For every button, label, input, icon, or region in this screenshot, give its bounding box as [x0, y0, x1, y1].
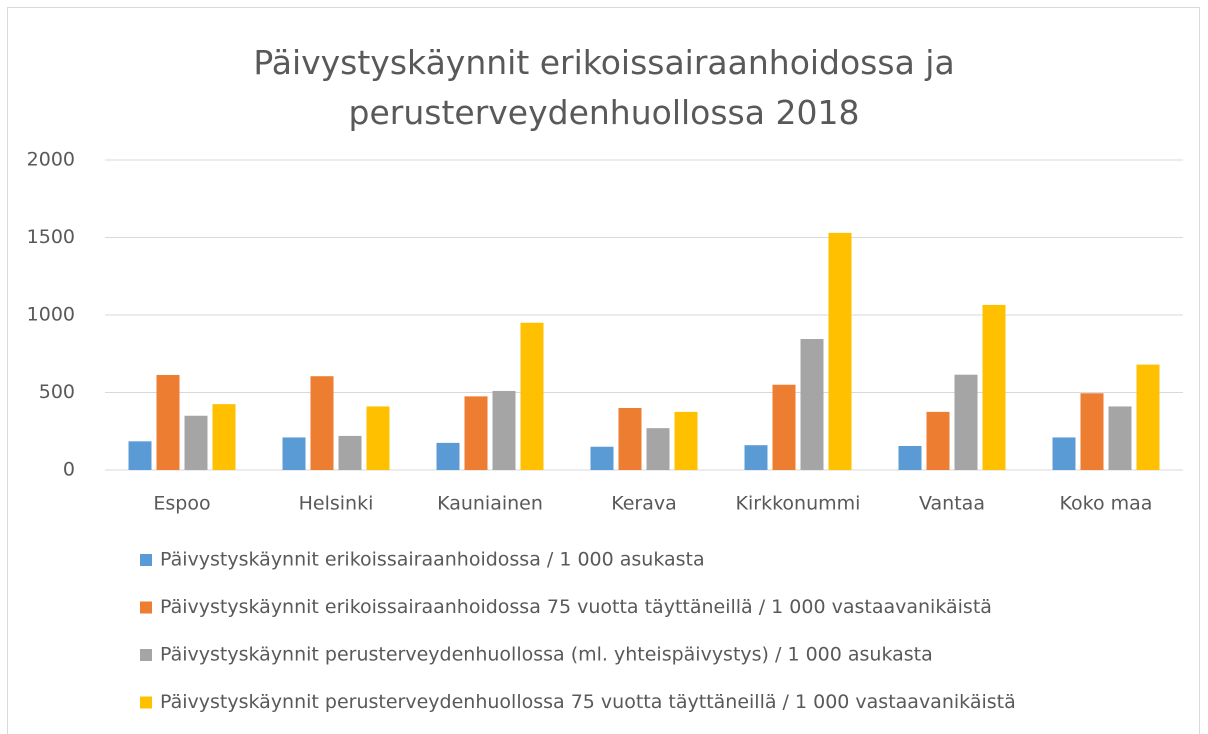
bar: [1136, 364, 1160, 470]
x-tick-label: Helsinki: [299, 493, 374, 515]
bar: [674, 411, 698, 470]
bar: [366, 406, 390, 470]
bar: [464, 396, 488, 470]
y-tick-label: 0: [63, 459, 75, 481]
bar: [282, 437, 306, 470]
legend-swatch: [140, 554, 152, 566]
bar: [982, 304, 1006, 470]
bar: [954, 374, 978, 470]
x-tick-label: Espoo: [153, 493, 210, 515]
x-tick-label: Koko maa: [1060, 493, 1153, 515]
bar: [590, 446, 614, 470]
legend-label: Päivystyskäynnit erikoissairaanhoidossa …: [160, 596, 992, 618]
bar: [1052, 437, 1076, 470]
bar: [338, 435, 362, 470]
bar: [184, 415, 208, 470]
legend-swatch: [140, 601, 152, 614]
bar: [436, 442, 460, 470]
bar: [1080, 393, 1104, 470]
bar: [520, 322, 544, 470]
bar: [156, 374, 180, 470]
y-tick-label: 1500: [27, 226, 75, 248]
bar: [926, 411, 950, 470]
x-tick-label: Kirkkonummi: [736, 493, 861, 515]
bar: [744, 445, 768, 470]
y-tick-label: 1000: [27, 304, 75, 326]
bar: [1108, 406, 1132, 470]
legend-swatch: [140, 649, 152, 661]
bar: [800, 339, 824, 470]
bar: [492, 390, 516, 470]
legend-label: Päivystyskäynnit perusterveydenhuollossa…: [160, 691, 1016, 713]
legend-swatch: [140, 696, 152, 709]
bar: [618, 408, 642, 470]
chart-title: Päivystyskäynnit erikoissairaanhoidossa …: [253, 43, 955, 132]
legend-label: Päivystyskäynnit erikoissairaanhoidossa …: [160, 549, 705, 571]
bar: [828, 232, 852, 470]
x-tick-label: Vantaa: [919, 493, 985, 515]
bar: [310, 376, 334, 470]
bar: [128, 441, 152, 470]
bar: [646, 428, 670, 470]
chart-border: [7, 7, 1200, 734]
y-tick-label: 500: [39, 381, 75, 403]
bar: [898, 445, 922, 470]
x-tick-label: Kauniainen: [437, 493, 543, 515]
bar: [772, 384, 796, 470]
y-tick-label: 2000: [27, 149, 75, 171]
bar: [212, 404, 236, 470]
legend-label: Päivystyskäynnit perusterveydenhuollossa…: [160, 644, 933, 666]
x-tick-label: Kerava: [611, 493, 677, 515]
